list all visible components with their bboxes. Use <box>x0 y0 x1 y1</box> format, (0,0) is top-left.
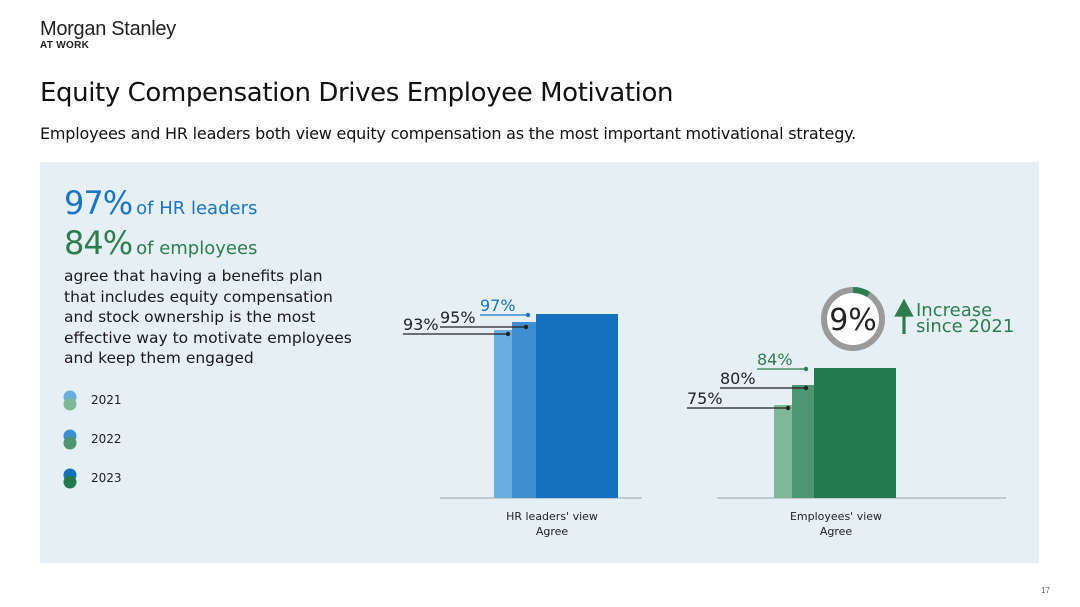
hr-leader-dot-2023 <box>525 312 531 318</box>
hr-leader-dot-2021 <box>505 331 511 337</box>
employees-bar-2021 <box>774 405 792 498</box>
hr-value-label-2022: 95% <box>440 308 476 327</box>
employees-stat: 84% of employees <box>64 224 257 262</box>
employees-value-label-2023: 84% <box>757 350 793 369</box>
legend-swatch-2022 <box>63 429 77 450</box>
page-subtitle: Employees and HR leaders both view equit… <box>40 124 857 143</box>
growth-label-line2: since 2021 <box>916 316 1014 337</box>
growth-value: 9% <box>829 303 877 338</box>
hr-xlabel: HR leaders' view <box>506 510 598 523</box>
employees-value-label-2021: 75% <box>687 389 723 408</box>
hr-leaders-label: of HR leaders <box>136 198 258 219</box>
callout-description: agree that having a benefits plan that i… <box>64 267 352 367</box>
employees-label: of employees <box>136 238 258 259</box>
content-panel: 97% of HR leaders 84% of employees agree t… <box>40 162 1039 563</box>
hr-bar-2023 <box>536 314 618 498</box>
bar-charts: 93% 95%97% HR leaders' view Agree 75%80%84% E… <box>403 287 1014 538</box>
legend-swatch-2023 <box>63 468 77 489</box>
hr-leader-dot-2022 <box>523 324 529 330</box>
hr-value-label-2023: 97% <box>480 296 516 315</box>
hr-leaders-stat: 97% of HR leaders <box>64 184 257 222</box>
growth-label-line1: Increase <box>916 300 992 321</box>
up-arrow-icon <box>894 298 914 334</box>
page-title: Equity Compensation Drives Employee Moti… <box>40 78 674 108</box>
hr-xlabel-sub: Agree <box>536 525 569 538</box>
legend-swatch-2021 <box>63 390 77 411</box>
employees-leader-dot-2023 <box>803 366 809 372</box>
brand-subtitle: AT WORK <box>40 40 90 51</box>
employees-xlabel: Employees' view <box>790 510 882 523</box>
hr-bar-2022 <box>512 322 536 498</box>
brand-name: Morgan Stanley <box>40 18 176 40</box>
employees-xlabel-sub: Agree <box>820 525 853 538</box>
legend-label-2023: 2023 <box>91 471 122 485</box>
growth-ring-progress <box>821 287 885 351</box>
hr-leaders-percent: 97% <box>64 184 133 222</box>
morgan-stanley-logo: Morgan Stanley AT WORK <box>40 18 176 51</box>
employees-percent: 84% <box>64 224 133 262</box>
hr-bar-2021 <box>494 330 512 498</box>
hr-value-label-2021: 93% <box>403 315 439 334</box>
employees-bar-2023 <box>814 368 896 498</box>
page-number: 17 <box>1041 586 1050 595</box>
employees-leader-dot-2022 <box>803 385 809 391</box>
legend-label-2022: 2022 <box>91 432 122 446</box>
employees-leader-dot-2021 <box>785 405 791 411</box>
employees-bar-2022 <box>792 385 816 498</box>
employees-value-label-2022: 80% <box>720 369 756 388</box>
legend-label-2021: 2021 <box>91 393 122 407</box>
